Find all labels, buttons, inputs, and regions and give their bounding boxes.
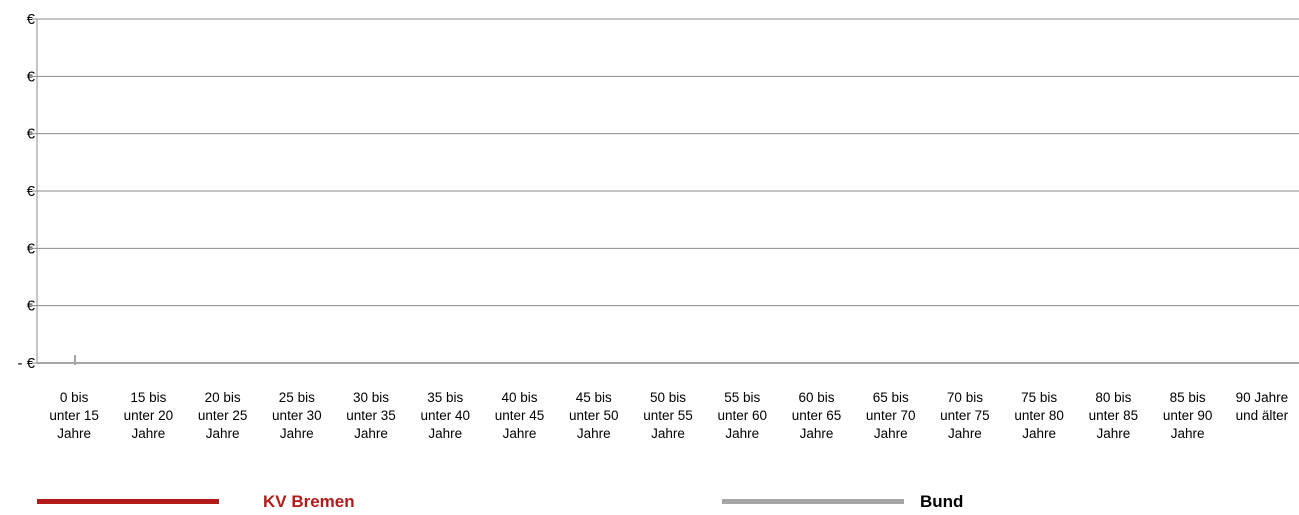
x-tick-label: 80 bis unter 85 Jahre — [1089, 390, 1139, 441]
x-tick-label: 45 bis unter 50 Jahre — [569, 390, 619, 441]
x-tick-label: 60 bis unter 65 Jahre — [792, 390, 842, 441]
x-tick-label-line: 20 bis — [205, 390, 241, 405]
x-tick-label-line: unter 60 — [717, 408, 767, 423]
x-tick-label-line: Jahre — [1097, 426, 1131, 441]
x-tick-label-line: 25 bis — [279, 390, 315, 405]
x-tick-label-line: 90 Jahre — [1236, 390, 1289, 405]
x-tick-label-line: Jahre — [57, 426, 91, 441]
y-tick-label: € — [27, 240, 36, 257]
legend-label-kv-bremen: KV Bremen — [263, 492, 355, 511]
x-tick-label-line: Jahre — [206, 426, 240, 441]
x-tick-label-line: unter 85 — [1089, 408, 1139, 423]
x-tick-label-line: Jahre — [874, 426, 908, 441]
x-tick-label-line: unter 90 — [1163, 408, 1213, 423]
x-tick-label-line: unter 55 — [643, 408, 693, 423]
x-tick-label-line: Jahre — [651, 426, 685, 441]
x-tick-label-line: 55 bis — [724, 390, 760, 405]
y-tick-label: € — [27, 183, 36, 200]
y-tick-label: € — [27, 126, 36, 143]
x-tick-label-line: unter 15 — [49, 408, 99, 423]
y-tick-label: € — [27, 11, 36, 28]
chart: - € € € € € € € 0 bis unter 15 Jahre 15 bis unter … — [17, 11, 1299, 441]
legend-item-kv-bremen: KV Bremen — [37, 488, 397, 512]
x-tick-label-line: unter 30 — [272, 408, 322, 423]
x-tick-label-line: unter 45 — [495, 408, 545, 423]
x-tick-label-line: 85 bis — [1170, 390, 1206, 405]
x-tick-label: 55 bis unter 60 Jahre — [717, 390, 767, 441]
x-tick-label-line: Jahre — [1171, 426, 1205, 441]
x-tick-label-line: 35 bis — [427, 390, 463, 405]
x-tick-label-line: unter 50 — [569, 408, 619, 423]
x-tick-label-line: Jahre — [725, 426, 759, 441]
x-tick-label-line: Jahre — [800, 426, 834, 441]
legend-swatch-bund — [722, 499, 904, 504]
x-tick-label-line: Jahre — [428, 426, 462, 441]
y-tick-label: - € — [17, 355, 35, 372]
x-tick-label-line: 15 bis — [130, 390, 166, 405]
x-tick-label: 50 bis unter 55 Jahre — [643, 390, 693, 441]
x-tick-label-line: 50 bis — [650, 390, 686, 405]
x-tick-label: 75 bis unter 80 Jahre — [1014, 390, 1064, 441]
x-tick-label-line: 45 bis — [576, 390, 612, 405]
x-tick-label-line: 40 bis — [502, 390, 538, 405]
x-tick-label-line: unter 65 — [792, 408, 842, 423]
y-tick-label: € — [27, 68, 36, 85]
x-tick-label-line: 65 bis — [873, 390, 909, 405]
x-tick-label-line: Jahre — [131, 426, 165, 441]
x-tick-label-line: unter 80 — [1014, 408, 1064, 423]
x-tick-label-line: 0 bis — [60, 390, 89, 405]
x-tick-label-line: Jahre — [948, 426, 982, 441]
x-tick-label: 15 bis unter 20 Jahre — [124, 390, 174, 441]
x-tick-label-line: 80 bis — [1095, 390, 1131, 405]
x-tick-label-line: unter 35 — [346, 408, 396, 423]
x-tick-label: 65 bis unter 70 Jahre — [866, 390, 916, 441]
legend-swatch-kv-bremen — [37, 499, 219, 504]
x-tick-label: 85 bis unter 90 Jahre — [1163, 390, 1213, 441]
x-tick-label-line: Jahre — [1022, 426, 1056, 441]
x-tick-label-line: unter 70 — [866, 408, 916, 423]
x-tick-label: 0 bis unter 15 Jahre — [49, 390, 99, 441]
x-tick-label-line: Jahre — [354, 426, 388, 441]
x-tick-label: 25 bis unter 30 Jahre — [272, 390, 322, 441]
x-tick-label: 70 bis unter 75 Jahre — [940, 390, 990, 441]
x-tick-label-line: 70 bis — [947, 390, 983, 405]
x-tick-label: 35 bis unter 40 Jahre — [421, 390, 471, 441]
x-tick-label-line: 30 bis — [353, 390, 389, 405]
legend-item-bund: Bund — [722, 488, 1022, 512]
x-tick-label-line: 60 bis — [798, 390, 834, 405]
x-tick-label: 30 bis unter 35 Jahre — [346, 390, 396, 441]
y-tick-label: € — [27, 298, 36, 315]
x-tick-label: 20 bis unter 25 Jahre — [198, 390, 248, 441]
x-tick-label-line: unter 20 — [124, 408, 174, 423]
x-tick-label-line: 75 bis — [1021, 390, 1057, 405]
legend-label-bund: Bund — [920, 492, 964, 511]
x-tick-label-line: Jahre — [577, 426, 611, 441]
x-tick-label: 90 Jahre und älter — [1236, 390, 1289, 423]
x-tick-label-line: unter 40 — [421, 408, 471, 423]
x-tick-label-line: Jahre — [503, 426, 537, 441]
x-tick-label-line: und älter — [1236, 408, 1289, 423]
x-tick-label-line: unter 75 — [940, 408, 990, 423]
x-tick-label-line: unter 25 — [198, 408, 248, 423]
x-tick-label-line: Jahre — [280, 426, 314, 441]
x-tick-label: 40 bis unter 45 Jahre — [495, 390, 545, 441]
